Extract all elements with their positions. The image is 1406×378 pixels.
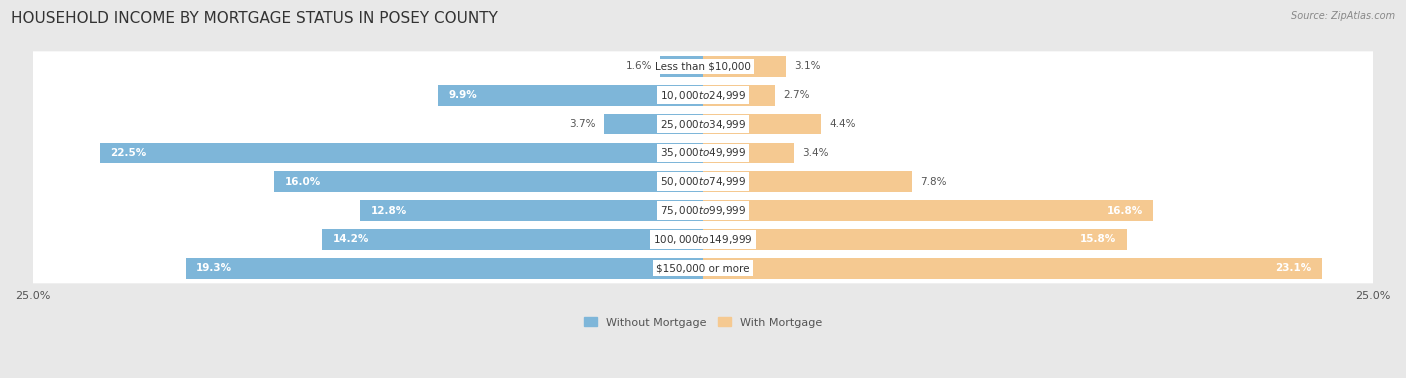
FancyBboxPatch shape <box>28 80 1378 110</box>
Legend: Without Mortgage, With Mortgage: Without Mortgage, With Mortgage <box>579 313 827 332</box>
Bar <box>703 56 786 77</box>
Text: $10,000 to $24,999: $10,000 to $24,999 <box>659 89 747 102</box>
FancyBboxPatch shape <box>28 225 1378 254</box>
Text: HOUSEHOLD INCOME BY MORTGAGE STATUS IN POSEY COUNTY: HOUSEHOLD INCOME BY MORTGAGE STATUS IN P… <box>11 11 498 26</box>
Bar <box>603 114 703 135</box>
Bar <box>322 229 703 250</box>
Text: Source: ZipAtlas.com: Source: ZipAtlas.com <box>1291 11 1395 21</box>
FancyBboxPatch shape <box>28 138 1378 168</box>
Text: 3.1%: 3.1% <box>794 61 821 71</box>
Bar <box>703 229 1126 250</box>
Bar <box>703 171 912 192</box>
Bar <box>100 143 703 163</box>
Bar <box>659 56 703 77</box>
Bar <box>703 114 821 135</box>
Bar <box>703 143 794 163</box>
Bar <box>360 200 703 221</box>
Text: $50,000 to $74,999: $50,000 to $74,999 <box>659 175 747 188</box>
Text: $35,000 to $49,999: $35,000 to $49,999 <box>659 146 747 160</box>
Text: $75,000 to $99,999: $75,000 to $99,999 <box>659 204 747 217</box>
Text: Less than $10,000: Less than $10,000 <box>655 61 751 71</box>
FancyBboxPatch shape <box>28 253 1378 284</box>
Text: 16.0%: 16.0% <box>285 177 321 187</box>
FancyBboxPatch shape <box>28 195 1378 226</box>
Text: $25,000 to $34,999: $25,000 to $34,999 <box>659 118 747 130</box>
Bar <box>437 85 703 105</box>
Text: 22.5%: 22.5% <box>111 148 146 158</box>
Text: 4.4%: 4.4% <box>830 119 855 129</box>
Text: 15.8%: 15.8% <box>1080 234 1116 245</box>
Bar <box>274 171 703 192</box>
Text: $100,000 to $149,999: $100,000 to $149,999 <box>654 233 752 246</box>
FancyBboxPatch shape <box>28 109 1378 139</box>
Text: 16.8%: 16.8% <box>1107 206 1143 215</box>
Bar <box>703 200 1153 221</box>
Bar <box>186 258 703 279</box>
Text: 23.1%: 23.1% <box>1275 263 1312 273</box>
Bar <box>703 85 775 105</box>
Text: 1.6%: 1.6% <box>626 61 652 71</box>
Bar <box>703 258 1323 279</box>
Text: 3.4%: 3.4% <box>803 148 828 158</box>
FancyBboxPatch shape <box>28 167 1378 197</box>
Text: 7.8%: 7.8% <box>920 177 946 187</box>
Text: 14.2%: 14.2% <box>333 234 370 245</box>
Text: $150,000 or more: $150,000 or more <box>657 263 749 273</box>
Text: 19.3%: 19.3% <box>197 263 232 273</box>
Text: 2.7%: 2.7% <box>783 90 810 100</box>
FancyBboxPatch shape <box>28 51 1378 81</box>
Text: 9.9%: 9.9% <box>449 90 477 100</box>
Text: 3.7%: 3.7% <box>569 119 596 129</box>
Text: 12.8%: 12.8% <box>371 206 406 215</box>
